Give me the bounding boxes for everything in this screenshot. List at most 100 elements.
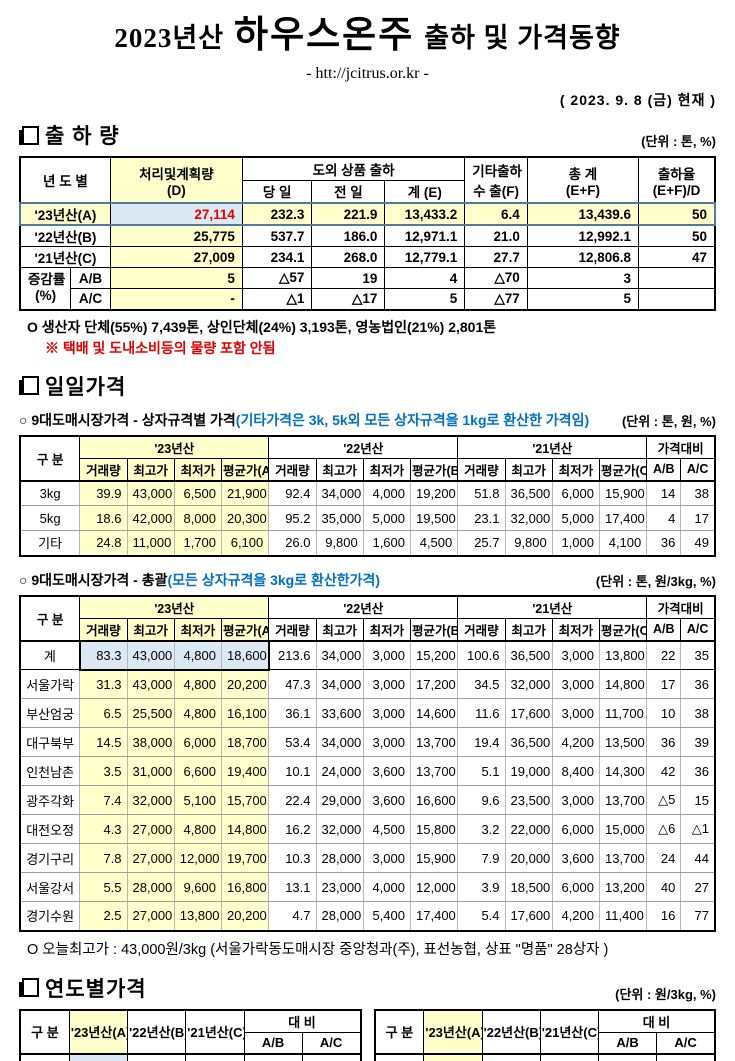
col-high: 최고가 [126, 457, 175, 481]
cell: 3,000 [551, 698, 601, 728]
cell: 28,000 [315, 843, 364, 873]
cell: 19,700 [221, 843, 270, 873]
col-plan: 처리및계획량 (D) [109, 156, 243, 204]
cell-rate: 47 [638, 246, 716, 268]
cell: 34,000 [315, 727, 364, 757]
cell: 6,100 [221, 530, 270, 556]
cell: 3,000 [362, 698, 412, 728]
cell: 4.3 [79, 814, 128, 844]
cell: 36,500 [504, 640, 553, 670]
cell: 22.4 [268, 785, 317, 815]
cell: 13,200 [599, 872, 648, 902]
col-high: 최고가 [315, 457, 364, 481]
cell-sum: 5 [384, 288, 466, 310]
cell: 18,700 [221, 727, 270, 757]
cell-y23: 20,702 [68, 1053, 129, 1061]
cell-ac: 36 [680, 756, 716, 786]
cell: 9.6 [457, 785, 506, 815]
col-compare: 가격대비 [646, 595, 716, 619]
cell: 29,000 [315, 785, 364, 815]
cell: 5.1 [457, 756, 506, 786]
cell: 5,100 [173, 785, 223, 815]
cell-ac: 27 [680, 872, 716, 902]
cell: 3.9 [457, 872, 506, 902]
cell: 16,600 [410, 785, 459, 815]
cell-total: 5 [526, 288, 640, 310]
cell: 6,500 [173, 480, 223, 506]
cell-export: △70 [464, 267, 528, 289]
cell: 14.5 [79, 727, 128, 757]
section-heading-daily: 일일가격 [19, 371, 126, 401]
cell: 7.9 [457, 843, 506, 873]
cell-today: 234.1 [241, 246, 313, 268]
cell: 15,200 [410, 640, 459, 670]
col-volume: 거래량 [457, 457, 506, 481]
cell: 23.1 [457, 505, 506, 531]
cell-prev: 268.0 [311, 246, 386, 268]
cell: 26.0 [268, 530, 317, 556]
cell: 35,000 [315, 505, 364, 531]
year-label: '21년산(C) [19, 246, 111, 268]
cell: 31,000 [126, 756, 175, 786]
cell: 12,000 [410, 872, 459, 902]
market-label: 부산엄궁 [19, 698, 81, 728]
col-avg-b: 평균가(B) [410, 457, 459, 481]
cell: 4,200 [551, 901, 601, 931]
col-ab: A/B [646, 457, 682, 481]
cell: 43,000 [126, 669, 175, 699]
col-year-21: '21년산(C) [539, 1009, 600, 1055]
cell-plan: 5 [109, 267, 243, 289]
cell: 24,000 [315, 756, 364, 786]
cell: 2.5 [79, 901, 128, 931]
cell-ac: 17 [680, 505, 716, 531]
cell: 18.6 [79, 505, 128, 531]
cell: 33,600 [315, 698, 364, 728]
cell-total: 13,439.6 [526, 202, 640, 226]
cell-ac: 39 [680, 727, 716, 757]
cell-ab: 22 [646, 640, 682, 670]
market-label: 대구북부 [19, 727, 81, 757]
cell: 17,600 [504, 698, 553, 728]
table-row: 대구북부 14.5 38,000 6,000 18,700 53.4 34,00… [19, 727, 716, 757]
cell: 17,600 [504, 901, 553, 931]
section-heading-shipment: 출 하 량 [19, 120, 120, 150]
table-row: 광주각화 7.4 32,000 5,100 15,700 22.4 29,000… [19, 785, 716, 815]
title-year: 2023년산 [114, 23, 225, 53]
cell: 10.1 [268, 756, 317, 786]
overall-price-label-paren: (모든 상자규격을 3kg로 환산한가격) [167, 571, 381, 588]
cell-export: △77 [464, 288, 528, 310]
cell-ac: 44 [680, 843, 716, 873]
cell: 4,800 [173, 639, 223, 671]
cell: 32,000 [504, 669, 553, 699]
col-rate-line1: 출하율 [657, 166, 696, 182]
col-group-outbound: 도외 상품 출하 [241, 156, 466, 181]
size-label: 3kg [19, 480, 81, 506]
cell-y22: 16,998 [127, 1053, 187, 1061]
year-label: '22년산(B) [19, 224, 111, 247]
col-year-22: '22년산 [268, 435, 459, 459]
cell: 100.6 [457, 640, 506, 670]
section-yearly-header: 연도별가격 (단위 : 원/3kg, %) [19, 973, 716, 1003]
overall-price-table: 구 분 '23년산 '22년산 '21년산 가격대비 거래량 최고가 최저가 평… [19, 594, 716, 932]
col-year-23: '23년산(A) [68, 1009, 129, 1055]
cell: 4,800 [173, 698, 223, 728]
cell: 1,700 [173, 530, 223, 556]
size-label: 기타 [19, 530, 81, 556]
overall-price-subheader: ○ 9대도매시장가격 - 총괄(모든 상자규격을 3kg로 환산한가격) (단위… [19, 570, 716, 590]
cell-sum: 4 [384, 267, 466, 289]
shipment-table-head: 년 도 별 처리및계획량 (D) 도외 상품 출하 기타출하 수 출(F) 총 … [19, 156, 716, 204]
cell: 213.6 [267, 640, 317, 670]
cell: 12,000 [173, 843, 223, 873]
cell-sum: 12,779.1 [384, 246, 466, 268]
section-square-icon [19, 376, 39, 395]
col-year-22: '22년산(B) [481, 1009, 541, 1055]
cell: 11.6 [457, 698, 506, 728]
cell: 9,800 [504, 530, 553, 556]
market-label: 경기수원 [19, 901, 81, 931]
cell: 15,000 [599, 814, 648, 844]
col-compare: 가격대비 [646, 435, 716, 459]
overall-price-head: 구 분 '23년산 '22년산 '21년산 가격대비 거래량 최고가 최저가 평… [19, 595, 716, 641]
cell: 15,800 [410, 814, 459, 844]
cell: 16.2 [268, 814, 317, 844]
